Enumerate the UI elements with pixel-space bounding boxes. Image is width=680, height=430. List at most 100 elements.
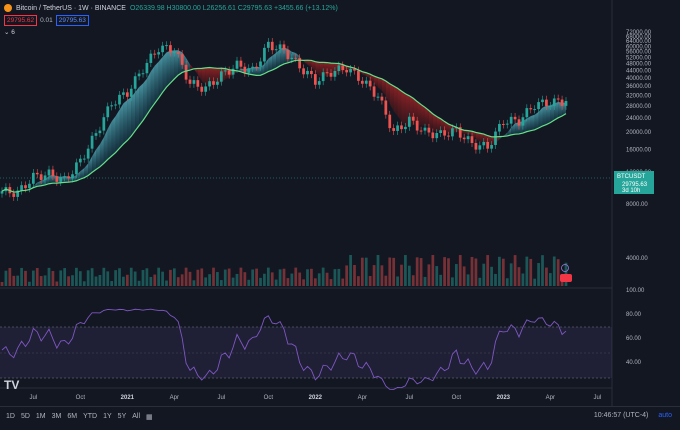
volume-bar <box>478 278 481 286</box>
volume-bar <box>220 280 223 286</box>
candle-body <box>529 108 532 109</box>
cloud-segment <box>280 47 284 66</box>
candle-body <box>204 86 207 91</box>
candle-body <box>494 132 497 145</box>
ohlc-values: O26339.98 H30800.00 L26256.61 C29795.63 … <box>130 5 338 12</box>
timeframe-1d[interactable]: 1D <box>6 413 15 420</box>
volume-bar <box>71 275 74 286</box>
candle-body <box>75 162 78 174</box>
candle-body <box>118 95 121 105</box>
volume-bar <box>400 265 403 286</box>
candle-body <box>314 74 317 85</box>
volume-bar <box>134 272 137 286</box>
candle-body <box>24 185 27 188</box>
volume-bar <box>498 257 501 286</box>
candle-body <box>1 191 4 193</box>
clock-readout[interactable]: 10:46:57 (UTC-4) <box>594 412 648 419</box>
volume-bar <box>16 276 19 286</box>
cloud-segment <box>96 144 100 169</box>
volume-bar <box>428 264 431 286</box>
candle-body <box>181 54 184 65</box>
volume-bar <box>91 268 94 286</box>
price-axis[interactable]: 72000.0068000.0064000.0060000.0056000.00… <box>626 30 652 294</box>
candle-body <box>161 46 164 53</box>
volume-bar <box>326 273 329 286</box>
candle-body <box>283 44 286 49</box>
candle-body <box>279 44 282 49</box>
cloud-segment <box>147 71 151 114</box>
timeframe-1m[interactable]: 1M <box>36 413 46 420</box>
timeframe-1y[interactable]: 1Y <box>103 413 112 420</box>
candle-body <box>431 132 434 138</box>
trade-buttons: 29795.62 0.01 29795.63 <box>4 15 89 26</box>
cloud-segment <box>194 68 198 74</box>
candle-body <box>243 67 246 73</box>
calendar-icon[interactable]: ▦ <box>146 413 153 421</box>
candle-body <box>157 52 160 54</box>
volume-bar <box>193 280 196 286</box>
candle-body <box>142 73 145 74</box>
timeframe-ytd[interactable]: YTD <box>83 413 97 420</box>
timeframe-5d[interactable]: 5D <box>21 413 30 420</box>
indicator-toggle[interactable]: ⌄ 6 <box>4 28 15 36</box>
symbol-title[interactable]: Bitcoin / TetherUS · 1W · BINANCE <box>16 5 126 12</box>
volume-bar <box>5 271 8 286</box>
auto-scale-toggle[interactable]: auto <box>658 412 672 419</box>
candle-body <box>153 54 156 55</box>
volume-bar <box>545 268 548 286</box>
volume-bar <box>55 282 58 286</box>
volume-bar <box>447 258 450 286</box>
volume-bar <box>353 265 356 286</box>
candle-body <box>271 42 274 50</box>
earnings-badge-icon[interactable] <box>560 274 572 282</box>
timeframe-3m[interactable]: 3M <box>52 413 62 420</box>
price-tick-label: 8000.00 <box>626 202 648 208</box>
volume-bar <box>122 277 125 286</box>
timeframe-all[interactable]: All <box>132 413 140 420</box>
candle-body <box>478 145 481 149</box>
volume-bar <box>381 265 384 286</box>
cloud-segment <box>480 133 484 142</box>
volume-bar <box>377 255 380 286</box>
candle-body <box>310 71 313 74</box>
cloud-segment <box>421 105 425 126</box>
candle-body <box>334 71 337 77</box>
time-tick-label: Apr <box>358 395 367 401</box>
cloud-segment <box>198 68 202 81</box>
volume-bar <box>185 268 188 286</box>
timeframe-5y[interactable]: 5Y <box>118 413 127 420</box>
candle-body <box>216 82 219 85</box>
cloud-segment <box>476 132 480 141</box>
chevron-down-icon[interactable]: ⌄ <box>4 29 9 36</box>
candle-body <box>220 71 223 81</box>
volume-bar <box>204 277 207 286</box>
volume-bar <box>240 268 243 286</box>
candle-body <box>412 117 415 121</box>
cloud-segment <box>139 83 143 125</box>
candle-body <box>138 74 141 77</box>
price-tick-label: 20000.00 <box>626 130 652 136</box>
price-tick-label: 4000.00 <box>626 256 648 262</box>
volume-bar <box>12 276 15 286</box>
candle-body <box>32 173 35 184</box>
volume-bar <box>228 269 231 286</box>
candle-body <box>122 92 125 94</box>
tradingview-logo[interactable]: TV <box>4 378 19 392</box>
timeframe-6m[interactable]: 6M <box>67 413 77 420</box>
candle-body <box>486 142 489 149</box>
buy-button[interactable]: 29795.63 <box>56 15 89 26</box>
volume-bar <box>28 282 31 286</box>
volume-bar <box>118 268 121 286</box>
candle-body <box>408 117 411 127</box>
volume-bar <box>208 274 211 286</box>
candle-body <box>149 54 152 63</box>
volume-bar <box>416 257 419 286</box>
bottom-right-controls: 10:46:57 (UTC-4) auto <box>594 412 672 419</box>
volume-bar <box>384 276 387 286</box>
volume-bar <box>59 270 62 286</box>
sell-button[interactable]: 29795.62 <box>4 15 37 26</box>
